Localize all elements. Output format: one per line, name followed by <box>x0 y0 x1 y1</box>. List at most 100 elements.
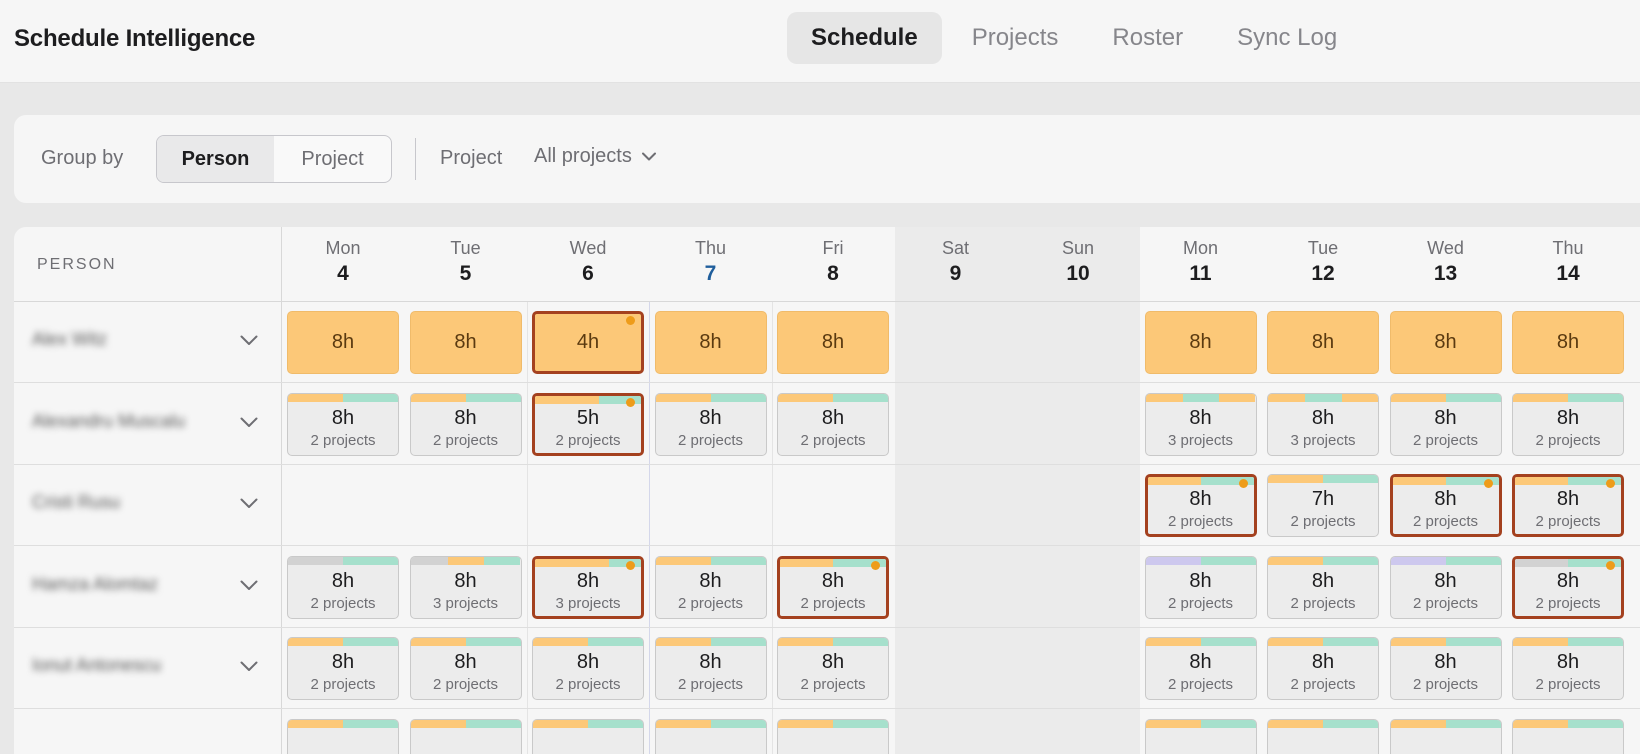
allocation-cell[interactable] <box>777 718 889 754</box>
hours-label: 8h <box>821 569 845 592</box>
tab-roster[interactable]: Roster <box>1112 24 1184 51</box>
person-name[interactable]: Cristi Rusu <box>32 492 121 512</box>
person-name[interactable]: Ionut Antonescu <box>32 655 162 675</box>
person-name[interactable]: Hamza Alomtaz <box>32 573 159 594</box>
allocation-cell[interactable]: 8h 2 projects <box>1267 637 1379 700</box>
allocation-cell[interactable] <box>1512 718 1624 754</box>
hours-label: 8h <box>1434 406 1457 429</box>
allocation-cell[interactable]: 8h 2 projects <box>654 555 767 619</box>
tab-schedule[interactable]: Schedule <box>787 12 942 64</box>
column-divider <box>281 227 282 754</box>
allocation-cell-flagged[interactable]: 8h 2 projects <box>1389 474 1502 537</box>
project-count: 2 projects <box>1412 513 1479 530</box>
project-filter-dropdown[interactable]: All projects <box>534 145 656 168</box>
project-segment <box>1341 393 1378 402</box>
project-segment <box>447 556 485 565</box>
chevron-down-icon[interactable] <box>240 659 258 677</box>
allocation-cell[interactable]: 8h 2 projects <box>287 637 399 700</box>
allocation-cell[interactable]: 8h <box>409 311 522 374</box>
allocation-cell[interactable]: 8h 2 projects <box>287 555 399 619</box>
allocation-cell[interactable] <box>1389 718 1502 754</box>
allocation-cell[interactable]: 8h 2 projects <box>1389 555 1502 619</box>
group-by-project-button[interactable]: Project <box>301 148 364 170</box>
project-segment <box>1305 393 1342 402</box>
project-segment <box>533 638 588 646</box>
allocation-cell-flagged[interactable]: 8h 2 projects <box>1512 474 1624 537</box>
allocation-cell[interactable]: 8h 2 projects <box>1512 392 1624 456</box>
project-segment <box>1323 556 1378 565</box>
project-segment <box>343 393 398 402</box>
allocation-cell[interactable]: 8h 2 projects <box>1512 637 1624 700</box>
allocation-cell-flagged[interactable]: 8h 2 projects <box>777 555 889 619</box>
allocation-cell-flagged[interactable]: 8h 3 projects <box>532 555 644 619</box>
hours-label: 8h <box>699 569 722 592</box>
project-segment <box>288 556 343 565</box>
project-segment <box>1445 556 1501 565</box>
chevron-down-icon[interactable] <box>240 333 258 351</box>
allocation-cell[interactable]: 8h 2 projects <box>409 392 522 456</box>
allocation-cell[interactable] <box>287 718 399 754</box>
allocation-cell[interactable]: 8h 2 projects <box>777 637 889 700</box>
allocation-cell[interactable] <box>409 718 522 754</box>
allocation-cell[interactable]: 8h 2 projects <box>1144 637 1257 700</box>
allocation-cell[interactable]: 8h <box>777 311 889 374</box>
allocation-cell-flagged[interactable]: 5h 2 projects <box>532 392 644 456</box>
allocation-cell[interactable]: 8h <box>1389 311 1502 374</box>
project-split-bar <box>410 638 521 646</box>
allocation-cell[interactable]: 8h 2 projects <box>287 392 399 456</box>
project-segment <box>1445 719 1501 728</box>
project-split-bar <box>778 638 888 646</box>
chevron-down-icon[interactable] <box>240 496 258 514</box>
allocation-cell[interactable]: 8h 2 projects <box>532 637 644 700</box>
allocation-cell-flagged[interactable]: 8h 2 projects <box>1144 474 1257 537</box>
allocation-cell[interactable]: 8h 2 projects <box>1389 392 1502 456</box>
main-nav: Schedule Projects Roster Sync Log <box>787 12 1367 64</box>
project-segment <box>1268 638 1323 646</box>
day-header-mon-11: Mon 11 <box>1140 236 1262 288</box>
day-of-week: Sun <box>1061 238 1095 258</box>
tab-sync-log[interactable]: Sync Log <box>1237 24 1338 51</box>
allocation-cell-flagged[interactable]: 4h <box>532 311 644 374</box>
allocation-cell[interactable]: 8h <box>287 311 399 374</box>
day-divider <box>772 302 773 754</box>
allocation-cell[interactable]: 8h 2 projects <box>1389 637 1502 700</box>
allocation-cell[interactable]: 8h <box>1144 311 1257 374</box>
allocation-cell[interactable] <box>1267 718 1379 754</box>
allocation-cell[interactable]: 8h <box>1512 311 1624 374</box>
chevron-down-icon[interactable] <box>240 415 258 433</box>
allocation-cell[interactable]: 7h 2 projects <box>1267 474 1379 537</box>
day-header-mon-4: Mon 4 <box>282 236 404 288</box>
tab-projects[interactable]: Projects <box>971 24 1059 51</box>
allocation-cell[interactable] <box>532 718 644 754</box>
hours-label: 8h <box>1434 651 1457 673</box>
allocation-cell[interactable] <box>654 718 767 754</box>
project-segment <box>588 719 643 728</box>
hours-label: 8h <box>1556 651 1580 673</box>
person-row: Cristi Rusu 8h 2 projects 7h 2 projects 8h 2 p… <box>14 465 1640 546</box>
person-name[interactable]: Alexandru Muscalu <box>32 410 186 431</box>
grid-header: PERSON Mon 4 Tue 5 Wed 6 Thu 7 Fri 8 Sat 9 Sun 10 Mon 1… <box>14 227 1640 302</box>
group-by-person-button[interactable]: Person <box>157 136 274 182</box>
allocation-cell[interactable]: 8h 2 projects <box>1144 555 1257 619</box>
allocation-cell[interactable]: 8h 3 projects <box>1267 392 1379 456</box>
allocation-cell[interactable]: 8h 3 projects <box>409 555 522 619</box>
allocation-cell-flagged[interactable]: 8h 2 projects <box>1512 555 1624 619</box>
alert-dot-icon <box>626 316 635 325</box>
allocation-cell[interactable]: 8h 2 projects <box>777 392 889 456</box>
allocation-cell[interactable]: 8h 3 projects <box>1144 392 1257 456</box>
chevron-down-icon[interactable] <box>240 578 258 596</box>
allocation-cell[interactable]: 8h <box>654 311 767 374</box>
allocation-cell[interactable] <box>1144 718 1257 754</box>
allocation-cell[interactable]: 8h 2 projects <box>654 392 767 456</box>
allocation-cell[interactable]: 8h 2 projects <box>409 637 522 700</box>
day-header-sat-9: Sat 9 <box>895 236 1017 288</box>
allocation-cell[interactable]: 8h 2 projects <box>1267 555 1379 619</box>
project-segment <box>598 395 641 404</box>
project-segment <box>1182 393 1220 402</box>
person-column-header: PERSON <box>37 256 117 273</box>
project-split-bar <box>410 556 521 565</box>
project-segment <box>410 638 466 646</box>
allocation-cell[interactable]: 8h 2 projects <box>654 637 767 700</box>
person-name[interactable]: Alex Witz <box>32 329 108 349</box>
allocation-cell[interactable]: 8h <box>1267 311 1379 374</box>
